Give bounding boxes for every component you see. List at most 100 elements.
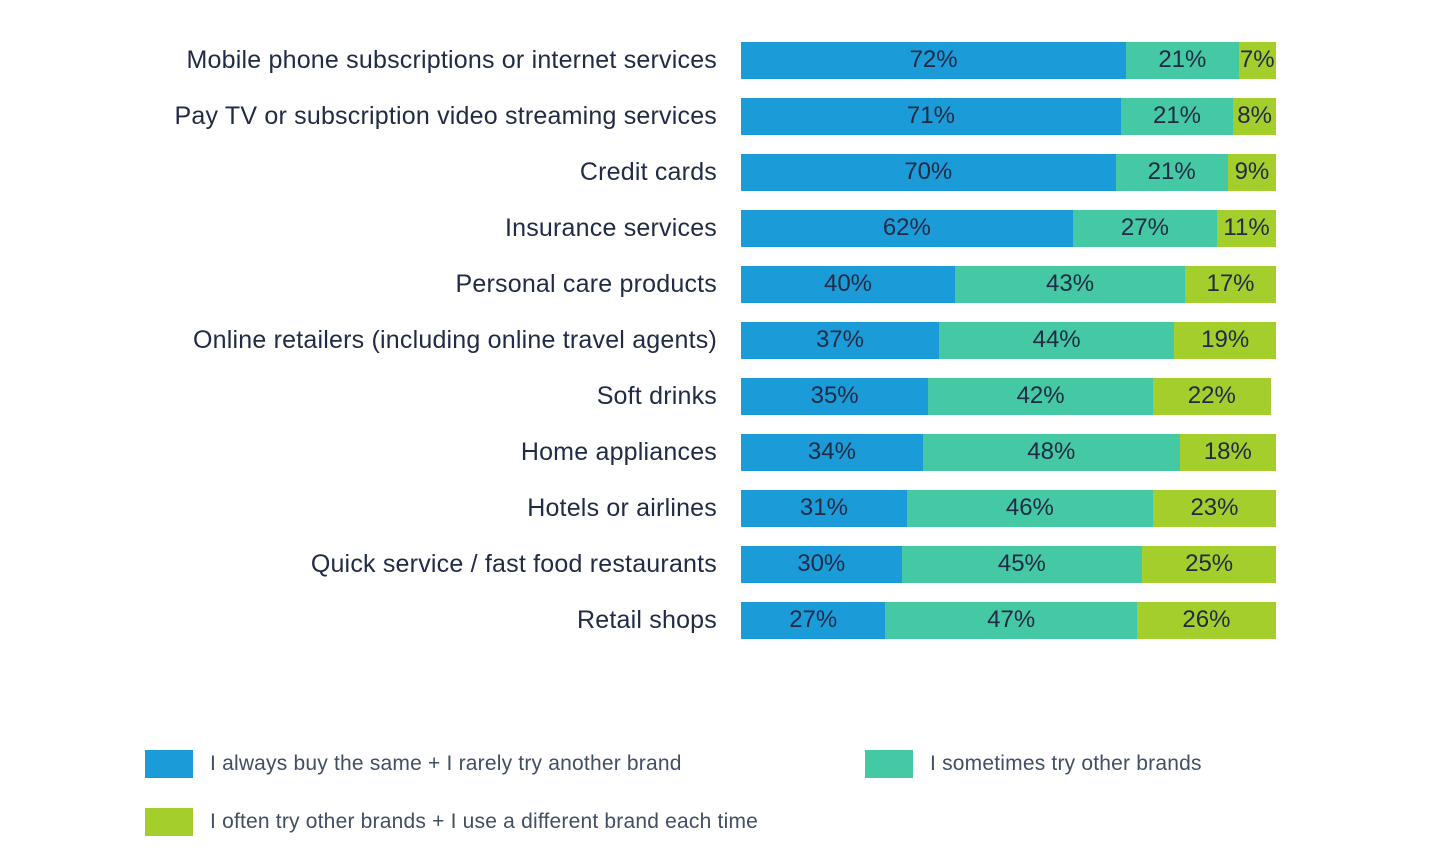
- stacked-bar: 37% 44% 19%: [741, 321, 1276, 359]
- legend: I always buy the same + I rarely try ano…: [145, 750, 1432, 836]
- chart-row: Personal care products 40% 43% 17%: [0, 256, 1432, 312]
- bar-segment-2: 45%: [901, 545, 1143, 583]
- bar-segment-3: 8%: [1233, 97, 1276, 135]
- chart-row: Mobile phone subscriptions or internet s…: [0, 32, 1432, 88]
- bar-segment-1: 37%: [741, 321, 939, 359]
- category-label: Retail shops: [577, 605, 717, 634]
- legend-swatch-lime: [145, 808, 193, 836]
- bar-segment-3: 7%: [1238, 41, 1276, 79]
- segment-value-label: 7%: [1239, 46, 1275, 73]
- segment-value-label: 18%: [1203, 438, 1252, 465]
- segment-value-label: 42%: [1016, 382, 1065, 409]
- segment-value-label: 27%: [789, 606, 838, 633]
- category-label: Mobile phone subscriptions or internet s…: [186, 45, 717, 74]
- legend-label-often-try: I often try other brands + I use a diffe…: [210, 810, 759, 833]
- segment-value-label: 21%: [1147, 158, 1196, 185]
- bar-segment-2: 42%: [928, 377, 1153, 415]
- segment-value-label: 27%: [1120, 214, 1169, 241]
- bar-segment-2: 48%: [922, 433, 1180, 471]
- bar-segment-1: 40%: [741, 265, 955, 303]
- bar-segment-1: 62%: [741, 209, 1073, 247]
- legend-item-always-same: I always buy the same + I rarely try ano…: [145, 750, 865, 778]
- chart-row: Credit cards 70% 21% 9%: [0, 144, 1432, 200]
- segment-value-label: 8%: [1237, 102, 1272, 129]
- chart-row: Pay TV or subscription video streaming s…: [0, 88, 1432, 144]
- segment-value-label: 44%: [1032, 326, 1081, 353]
- chart-row: Quick service / fast food restaurants 30%…: [0, 536, 1432, 592]
- stacked-bar: 62% 27% 11%: [741, 209, 1276, 247]
- category-label: Online retailers (including online trave…: [193, 325, 717, 354]
- category-label: Insurance services: [504, 213, 717, 242]
- legend-label-always-same: I always buy the same + I rarely try ano…: [210, 752, 682, 775]
- stacked-bar: 40% 43% 17%: [741, 265, 1276, 303]
- legend-item-sometimes: I sometimes try other brands: [865, 750, 1432, 778]
- bar-segment-3: 22%: [1152, 377, 1271, 415]
- stacked-bar: 31% 46% 23%: [741, 489, 1276, 527]
- chart-plot-area: Mobile phone subscriptions or internet s…: [0, 32, 1432, 648]
- bar-segment-3: 17%: [1185, 265, 1276, 303]
- chart-rows: Mobile phone subscriptions or internet s…: [0, 32, 1432, 648]
- segment-value-label: 70%: [904, 158, 953, 185]
- chart-row: Home appliances 34% 48% 18%: [0, 424, 1432, 480]
- chart-row: Hotels or airlines 31% 46% 23%: [0, 480, 1432, 536]
- stacked-bar: 72% 21% 7%: [741, 41, 1276, 79]
- segment-value-label: 30%: [797, 550, 846, 577]
- segment-value-label: 23%: [1190, 494, 1239, 521]
- bar-segment-3: 25%: [1142, 545, 1276, 583]
- bar-segment-3: 9%: [1227, 153, 1276, 191]
- segment-value-label: 43%: [1046, 270, 1095, 297]
- chart-row: Online retailers (including online trave…: [0, 312, 1432, 368]
- bar-segment-1: 70%: [741, 153, 1116, 191]
- segment-value-label: 37%: [815, 326, 864, 353]
- segment-value-label: 22%: [1187, 382, 1236, 409]
- bar-segment-3: 18%: [1179, 433, 1276, 471]
- bar-segment-1: 72%: [741, 41, 1127, 79]
- segment-value-label: 21%: [1158, 46, 1207, 73]
- segment-value-label: 21%: [1152, 102, 1202, 129]
- stacked-bar: 27% 47% 26%: [741, 601, 1276, 639]
- bar-segment-2: 27%: [1072, 209, 1218, 247]
- segment-value-label: 71%: [906, 102, 955, 129]
- chart-row: Retail shops 27% 47% 26%: [0, 592, 1432, 648]
- segment-value-label: 35%: [810, 382, 859, 409]
- category-label: Pay TV or subscription video streaming s…: [174, 101, 717, 130]
- segment-value-label: 19%: [1201, 326, 1250, 353]
- chart-row: Insurance services 62% 27% 11%: [0, 200, 1432, 256]
- category-label: Credit cards: [579, 157, 717, 186]
- bar-segment-1: 30%: [741, 545, 902, 583]
- bar-segment-2: 21%: [1126, 41, 1239, 79]
- legend-item-often-try: I often try other brands + I use a diffe…: [145, 808, 865, 836]
- bar-segment-1: 71%: [741, 97, 1121, 135]
- category-label: Soft drinks: [596, 381, 717, 410]
- segment-value-label: 46%: [1005, 494, 1054, 521]
- legend-swatch-teal: [865, 750, 913, 778]
- segment-value-label: 9%: [1234, 158, 1270, 185]
- segment-value-label: 72%: [909, 46, 958, 73]
- bar-segment-1: 35%: [741, 377, 929, 415]
- chart-row: Soft drinks 35% 42% 22%: [0, 368, 1432, 424]
- bar-segment-2: 44%: [938, 321, 1175, 359]
- stacked-bar: 70% 21% 9%: [741, 153, 1276, 191]
- bar-segment-2: 21%: [1120, 97, 1234, 135]
- legend-label-sometimes: I sometimes try other brands: [930, 752, 1202, 775]
- segment-value-label: 31%: [799, 494, 848, 521]
- segment-value-label: 48%: [1027, 438, 1076, 465]
- category-label: Hotels or airlines: [527, 493, 717, 522]
- segment-value-label: 47%: [987, 606, 1036, 633]
- bar-segment-2: 47%: [885, 601, 1137, 639]
- bar-segment-1: 27%: [741, 601, 886, 639]
- legend-swatch-blue: [145, 750, 193, 778]
- category-label: Personal care products: [455, 269, 717, 298]
- segment-value-label: 25%: [1185, 550, 1234, 577]
- bar-segment-3: 19%: [1174, 321, 1276, 359]
- stacked-bar: 71% 21% 8%: [741, 97, 1276, 135]
- segment-value-label: 26%: [1182, 606, 1231, 633]
- category-label: Quick service / fast food restaurants: [310, 549, 717, 578]
- category-label: Home appliances: [520, 437, 717, 466]
- segment-value-label: 34%: [807, 438, 856, 465]
- stacked-bar: 35% 42% 22%: [741, 377, 1276, 415]
- segment-value-label: 40%: [823, 270, 873, 297]
- bar-segment-3: 23%: [1152, 489, 1276, 527]
- segment-value-label: 11%: [1223, 214, 1270, 241]
